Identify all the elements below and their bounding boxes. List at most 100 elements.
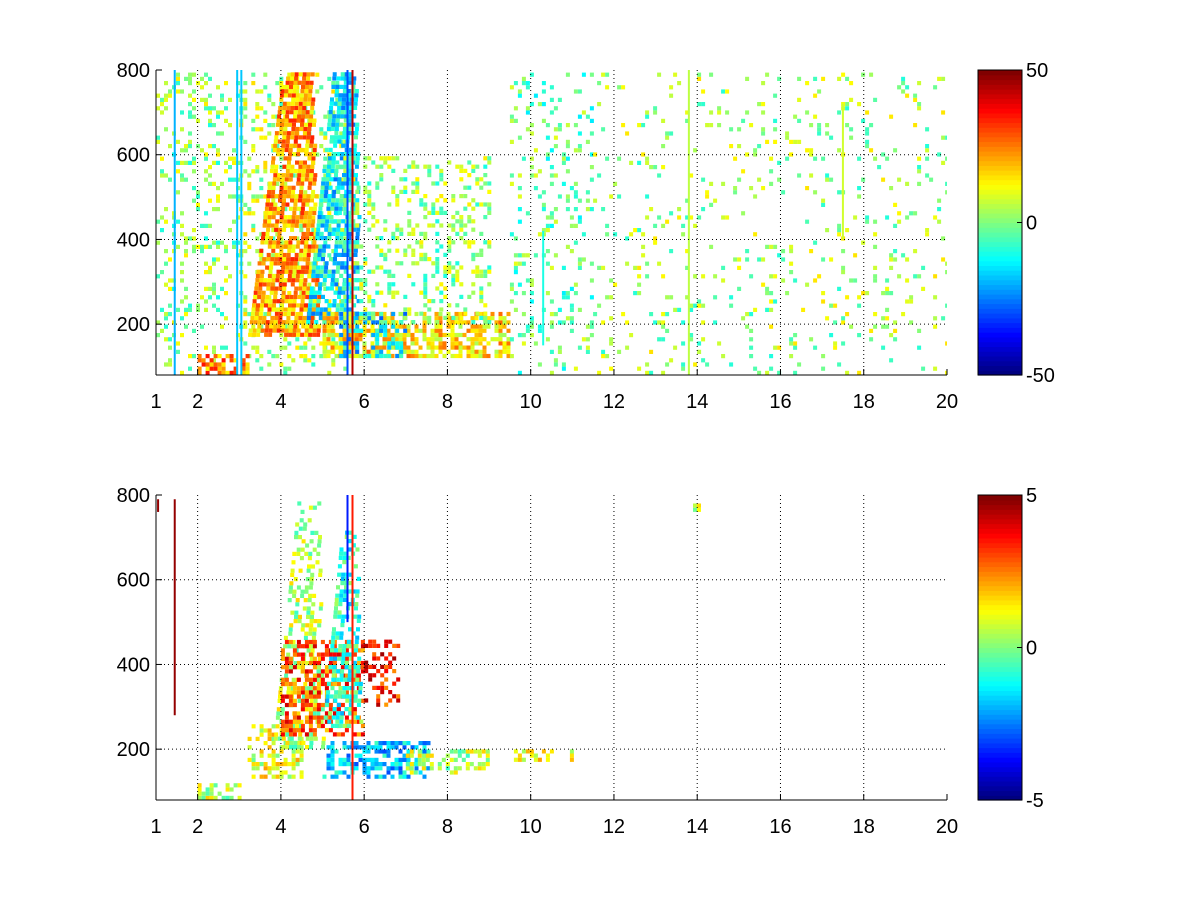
heatmap-cell [347, 547, 352, 552]
heatmap-cell [297, 501, 302, 506]
heatmap-cell [471, 240, 476, 245]
heatmap-cell [252, 332, 257, 337]
heatmap-cell [241, 362, 246, 367]
heatmap-cell [302, 72, 307, 77]
heatmap-cell [317, 294, 322, 300]
heatmap-cell [475, 202, 480, 207]
heatmap-cell [451, 240, 456, 245]
heatmap-cell [625, 236, 630, 241]
heatmap-cell [271, 156, 276, 161]
heatmap-cell [569, 215, 574, 220]
heatmap-cell [299, 189, 304, 195]
heatmap-cell [283, 189, 288, 195]
heatmap-cell [589, 333, 594, 338]
heatmap-cell [291, 358, 296, 363]
colorbar-tick-label: 0 [1026, 638, 1037, 660]
heatmap-cell [331, 198, 336, 203]
heatmap-cell [288, 631, 293, 636]
heatmap-cell [451, 215, 456, 220]
heatmap-cell [375, 236, 380, 241]
heatmap-cell [306, 320, 311, 325]
heatmap-cell [327, 236, 332, 241]
heatmap-cell [308, 181, 313, 186]
heatmap-cell [291, 753, 296, 758]
heatmap-cell [337, 139, 342, 144]
heatmap-cell [320, 652, 325, 657]
heatmap-cell [299, 753, 304, 758]
heatmap-cell [487, 156, 492, 161]
heatmap-cell [893, 202, 898, 207]
heatmap-cell [339, 631, 344, 636]
colorbar-segment [978, 93, 1022, 100]
heatmap-cell [330, 749, 335, 754]
heatmap-cell [589, 131, 594, 136]
heatmap-cell [661, 274, 666, 279]
heatmap-cell [315, 677, 320, 682]
heatmap-cell [431, 261, 436, 266]
heatmap-cell [509, 354, 514, 359]
heatmap-cell [342, 311, 347, 317]
heatmap-cell [321, 745, 325, 750]
heatmap-cell [180, 173, 184, 178]
heatmap-cell [549, 97, 554, 102]
heatmap-cell [549, 110, 554, 115]
heatmap-cell [294, 252, 299, 258]
heatmap-cell [271, 215, 276, 220]
heatmap-cell [292, 89, 297, 94]
heatmap-cell [382, 774, 387, 779]
heatmap-cell [247, 261, 252, 266]
heatmap-cell [316, 332, 321, 337]
heatmap-cell [685, 110, 690, 115]
heatmap-cell [447, 269, 452, 274]
heatmap-cell [577, 219, 582, 224]
heatmap-cell [466, 328, 471, 333]
heatmap-cell [314, 282, 319, 287]
heatmap-cell [249, 320, 254, 325]
heatmap-cell [334, 282, 339, 287]
panel-2-feature-9 [364, 639, 401, 707]
heatmap-cell [490, 316, 495, 321]
heatmap-cell [437, 766, 442, 771]
heatmap-cell [301, 324, 306, 329]
heatmap-cell [487, 160, 492, 165]
heatmap-cell [517, 194, 522, 199]
heatmap-cell [777, 345, 782, 350]
heatmap-cell [311, 307, 316, 312]
heatmap-cell [917, 165, 922, 170]
heatmap-cell [486, 353, 491, 359]
heatmap-cell [494, 353, 499, 359]
heatmap-cell [441, 757, 446, 762]
heatmap-cell [717, 110, 722, 115]
heatmap-cell [311, 362, 316, 367]
heatmap-cell [356, 669, 361, 674]
heatmap-cell [283, 307, 288, 312]
heatmap-cell [573, 194, 578, 199]
heatmap-cell [933, 215, 938, 220]
heatmap-cell [200, 97, 204, 102]
heatmap-cell [265, 324, 270, 329]
heatmap-cell [490, 337, 495, 342]
heatmap-cell [299, 185, 304, 190]
heatmap-cell [267, 219, 272, 224]
heatmap-cell [403, 252, 408, 257]
heatmap-cell [443, 315, 448, 320]
heatmap-cell [303, 219, 308, 224]
heatmap-cell [701, 320, 706, 325]
heatmap-cell [287, 774, 292, 779]
heatmap-cell [367, 316, 372, 321]
heatmap-cell [320, 265, 325, 270]
heatmap-cell [821, 366, 826, 371]
heatmap-cell [306, 223, 311, 228]
heatmap-cell [279, 165, 284, 170]
heatmap-cell [403, 307, 408, 312]
heatmap-cell [386, 337, 391, 342]
heatmap-cell [312, 332, 317, 337]
colorbar-segment [978, 198, 1022, 205]
heatmap-cell [285, 80, 290, 85]
heatmap-cell [312, 328, 317, 333]
heatmap-cell [363, 257, 368, 262]
heatmap-cell [321, 248, 326, 253]
heatmap-cell [270, 286, 275, 291]
heatmap-cell [315, 244, 320, 249]
heatmap-cell [312, 181, 317, 186]
